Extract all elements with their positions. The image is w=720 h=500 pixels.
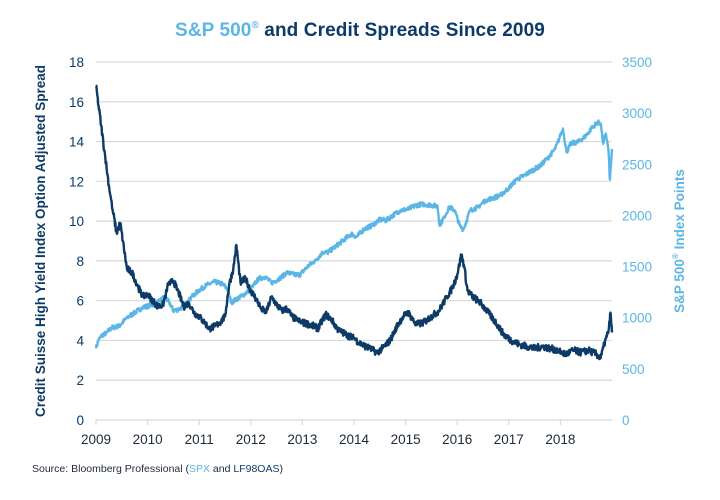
source-spx: SPX [189,463,211,475]
y-right-tick-label: 500 [622,362,645,377]
x-tick-label: 2011 [185,432,214,447]
y-left-tick-label: 6 [76,294,84,309]
x-tick-label: 2014 [339,432,370,447]
y-left-tick-label: 12 [69,174,84,189]
grid-lines [96,61,612,421]
y-left-tick-label: 0 [76,413,84,428]
chart-title: S&P 500® and Credit Spreads Since 2009 [0,20,720,42]
chart-title-rest: and Credit Spreads Since 2009 [258,20,545,41]
x-tick-label: 2012 [236,432,266,447]
y-left-tick-label: 16 [69,95,84,110]
x-tick-label: 2018 [545,432,575,447]
series-line-credit-spread [95,84,614,361]
y-left-tick-label: 14 [69,135,85,150]
x-tick-label: 2015 [391,432,421,447]
y-left-tick-label: 2 [76,373,84,388]
y-axis-right: 0 500 1000 1500 2000 2500 3000 3500 [622,55,652,428]
y-left-tick-label: 18 [69,55,84,70]
source-note: Source: Bloomberg Professional (SPX and … [32,463,283,475]
registered-mark: ® [251,20,259,31]
y-right-tick-label: 2500 [622,157,652,172]
y-axis-left: 0 2 4 6 8 10 12 14 16 18 [69,55,85,428]
y-right-tick-label: 1000 [622,311,652,326]
series-lines [94,84,614,361]
y-axis-left-label: Credit Suisse High Yield Index Option Ad… [33,65,48,417]
y-left-tick-label: 10 [69,214,84,229]
series-line-spx [94,119,614,349]
source-lf98oas: LF98OAS [233,463,280,475]
y-right-tick-label: 3500 [622,55,652,70]
x-tick-label: 2017 [494,432,524,447]
y-axis-right-label: S&P 500® Index Points [671,169,687,313]
y-left-tick-label: 8 [76,254,84,269]
y-right-tick-label: 3000 [622,106,652,121]
x-tick-label: 2010 [133,432,163,447]
y-right-tick-label: 2000 [622,208,652,223]
y-right-tick-label: 1500 [622,260,652,275]
x-tick-label: 2013 [287,432,317,447]
y-right-tick-label: 0 [622,413,630,428]
x-tick-label: 2016 [442,432,472,447]
x-axis: 2009 2010 2011 2012 2013 2014 2015 2016 2017 2018 [81,420,575,447]
x-tick-label: 2009 [81,432,111,447]
chart-title-spx: S&P 500® [175,20,259,41]
y-left-tick-label: 4 [76,333,84,348]
